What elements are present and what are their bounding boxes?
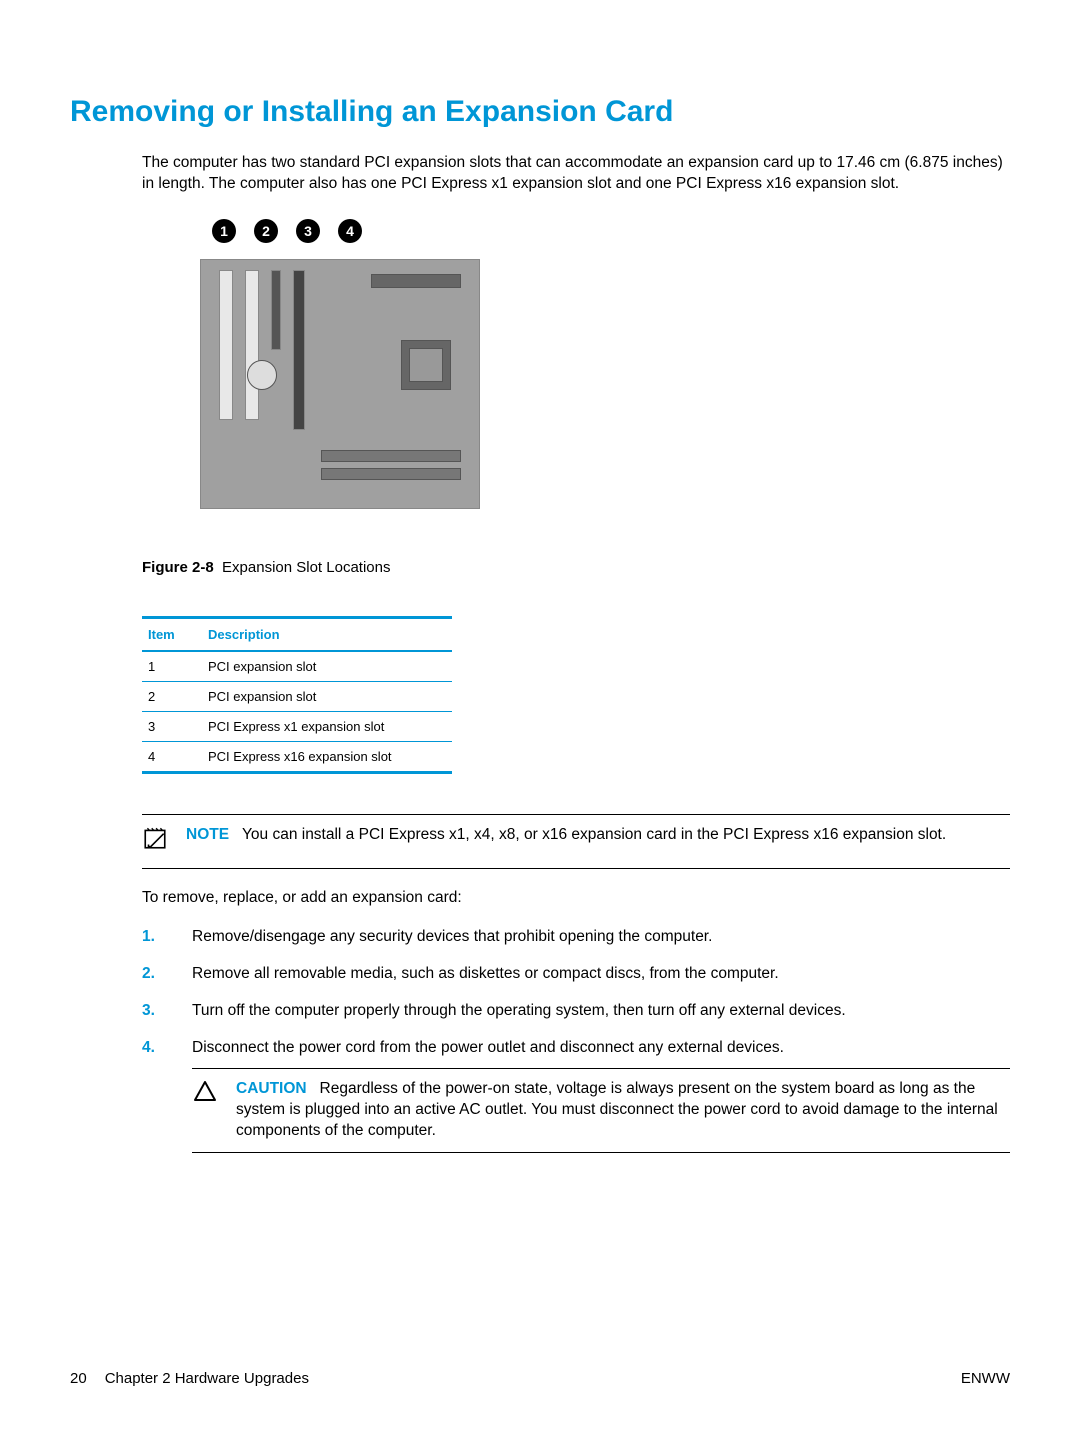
table-cell-item: 4 — [142, 741, 202, 772]
footer-right: ENWW — [961, 1370, 1010, 1387]
caution-block: CAUTION Regardless of the power-on state… — [192, 1068, 1010, 1153]
caution-body: Regardless of the power-on state, voltag… — [236, 1080, 998, 1139]
step-text: Disconnect the power cord from the power… — [192, 1039, 784, 1056]
table-cell-desc: PCI expansion slot — [202, 681, 452, 711]
step-number: 1. — [142, 927, 192, 948]
page-footer: 20 Chapter 2 Hardware Upgrades ENWW — [70, 1370, 1010, 1387]
step-text: Remove/disengage any security devices th… — [192, 927, 1010, 948]
motherboard-illustration — [200, 259, 480, 509]
step-text: Turn off the computer properly through t… — [192, 1001, 1010, 1022]
step-item: 2. Remove all removable media, such as d… — [142, 964, 1010, 985]
table-cell-desc: PCI expansion slot — [202, 651, 452, 682]
callout-2: 2 — [254, 219, 278, 243]
step-item: 1. Remove/disengage any security devices… — [142, 927, 1010, 948]
note-block: NOTE You can install a PCI Express x1, x… — [142, 814, 1010, 869]
step-number: 4. — [142, 1038, 192, 1154]
caution-text: CAUTION Regardless of the power-on state… — [236, 1079, 1010, 1142]
callout-4: 4 — [338, 219, 362, 243]
callout-1: 1 — [212, 219, 236, 243]
steps-list: 1. Remove/disengage any security devices… — [142, 927, 1010, 1153]
page-heading: Removing or Installing an Expansion Card — [70, 95, 1010, 129]
intro-paragraph: The computer has two standard PCI expans… — [142, 153, 1010, 195]
figure-caption: Figure 2-8 Expansion Slot Locations — [142, 559, 1010, 576]
figure-caption-text: Expansion Slot Locations — [222, 559, 390, 576]
callout-3: 3 — [296, 219, 320, 243]
step-text: Remove all removable media, such as disk… — [192, 964, 1010, 985]
table-cell-item: 2 — [142, 681, 202, 711]
table-header-item: Item — [142, 617, 202, 651]
table-row: 1 PCI expansion slot — [142, 651, 452, 682]
steps-intro: To remove, replace, or add an expansion … — [142, 889, 1010, 907]
table-header-description: Description — [202, 617, 452, 651]
step-item: 3. Turn off the computer properly throug… — [142, 1001, 1010, 1022]
table-row: 4 PCI Express x16 expansion slot — [142, 741, 452, 772]
table-cell-item: 3 — [142, 711, 202, 741]
caution-label: CAUTION — [236, 1080, 307, 1097]
figure-caption-label: Figure 2-8 — [142, 559, 214, 576]
step-number: 3. — [142, 1001, 192, 1022]
table-row: 2 PCI expansion slot — [142, 681, 452, 711]
note-label: NOTE — [186, 826, 229, 843]
table-cell-desc: PCI Express x1 expansion slot — [202, 711, 452, 741]
step-item: 4. Disconnect the power cord from the po… — [142, 1038, 1010, 1154]
note-text: NOTE You can install a PCI Express x1, x… — [186, 825, 946, 858]
page-number: 20 — [70, 1370, 87, 1387]
table-row: 3 PCI Express x1 expansion slot — [142, 711, 452, 741]
table-cell-item: 1 — [142, 651, 202, 682]
motherboard-figure: 1 2 3 4 — [200, 219, 480, 509]
note-body: You can install a PCI Express x1, x4, x8… — [242, 826, 946, 843]
caution-icon — [192, 1079, 218, 1142]
table-cell-desc: PCI Express x16 expansion slot — [202, 741, 452, 772]
note-icon — [142, 825, 168, 858]
expansion-slot-table: Item Description 1 PCI expansion slot 2 … — [142, 616, 452, 774]
figure-container: 1 2 3 4 — [200, 219, 1010, 509]
step-number: 2. — [142, 964, 192, 985]
step-body-with-caution: Disconnect the power cord from the power… — [192, 1038, 1010, 1154]
chapter-label: Chapter 2 Hardware Upgrades — [105, 1370, 309, 1387]
